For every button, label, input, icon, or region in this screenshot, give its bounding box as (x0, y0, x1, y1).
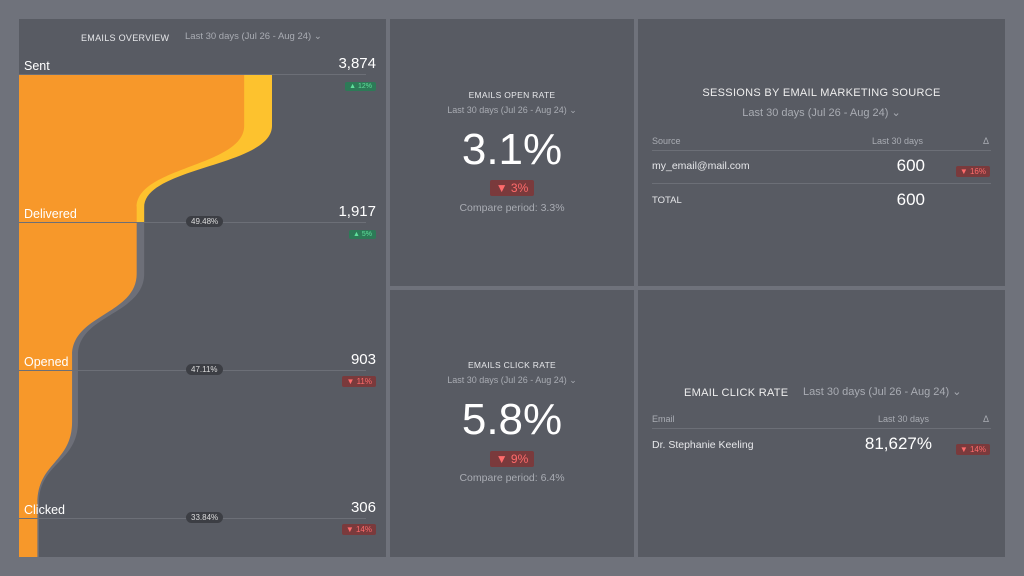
column-header-delta: Δ (983, 414, 990, 424)
compare-text: Compare period: 3.3% (459, 202, 565, 214)
metric-value: 3.1% (461, 125, 563, 174)
total-label: TOTAL (652, 195, 682, 206)
stage-delta: ▲ 5% (349, 223, 376, 241)
sessions-panel: SESSIONS BY EMAIL MARKETING SOURCE Last … (638, 19, 1005, 286)
chevron-down-icon: ⌄ (313, 31, 322, 42)
open-rate-panel: EMAILS OPEN RATE Last 30 days (Jul 26 - … (390, 19, 634, 286)
delta-badge: ▼ 9% (489, 451, 535, 467)
source-cell: my_email@mail.com (652, 160, 750, 172)
column-header-source: Source (652, 136, 681, 146)
panel-title: EMAIL CLICK RATE (684, 387, 789, 399)
value-cell: 600 (896, 156, 925, 175)
conversion-rate-pill: 33.84% (186, 512, 224, 523)
delta-wrap: ▼ 3% (390, 179, 634, 197)
conversion-rate-pill: 47.11% (186, 364, 223, 375)
total-value: 600 (896, 190, 925, 209)
conversion-rate-pill: 49.48% (186, 216, 224, 227)
panel-title: SESSIONS BY EMAIL MARKETING SOURCE (702, 87, 941, 99)
stage-label: Delivered (24, 207, 77, 221)
period-dropdown[interactable]: Last 30 days (Jul 26 - Aug 24) ⌄ (447, 375, 577, 385)
funnel-band-primary (19, 222, 137, 370)
column-header-email: Email (652, 414, 675, 424)
value-cell: 81,627% (864, 434, 932, 453)
delta-wrap: ▼ 9% (390, 450, 634, 468)
period-dropdown[interactable]: Last 30 days (Jul 26 - Aug 24) ⌄ (803, 386, 962, 398)
funnel-band-primary (19, 74, 245, 222)
stage-value: 903 (350, 351, 376, 368)
click-rate-panel: EMAILS CLICK RATE Last 30 days (Jul 26 -… (390, 290, 634, 557)
period-label: Last 30 days (Jul 26 - Aug 24) (185, 31, 312, 42)
stage-line (19, 74, 366, 75)
email-cell: Dr. Stephanie Keeling (652, 439, 754, 451)
stage-label: Clicked (24, 503, 65, 517)
period-label: Last 30 days (Jul 26 - Aug 24) (447, 105, 567, 115)
panel-title: EMAILS OPEN RATE (468, 90, 556, 100)
period-label: Last 30 days (Jul 26 - Aug 24) (447, 375, 567, 385)
stage-delta: ▲ 12% (345, 75, 376, 93)
column-header-period: Last 30 days (878, 414, 930, 424)
period-dropdown[interactable]: Last 30 days (Jul 26 - Aug 24) ⌄ (742, 107, 901, 119)
delta-badge: ▼ 11% (342, 376, 376, 387)
email-click-rate-panel: EMAIL CLICK RATE Last 30 days (Jul 26 - … (638, 290, 1005, 557)
metric-value: 5.8% (461, 395, 563, 444)
emails-overview-panel: EMAILS OVERVIEW Last 30 days (Jul 26 - A… (19, 19, 386, 557)
divider (652, 150, 991, 151)
compare-text: Compare period: 6.4% (459, 472, 565, 484)
panel-title: EMAILS CLICK RATE (467, 360, 557, 370)
period-label: Last 30 days (Jul 26 - Aug 24) (742, 107, 889, 119)
period-dropdown[interactable]: Last 30 days (Jul 26 - Aug 24) ⌄ (447, 105, 577, 115)
stage-delta: ▼ 14% (341, 519, 376, 537)
delta-badge: ▼ 14% (341, 524, 376, 535)
delta-badge: ▼ 3% (489, 180, 535, 196)
divider (652, 183, 991, 184)
delta-badge: ▲ 5% (349, 230, 376, 239)
column-header-delta: Δ (983, 136, 990, 146)
funnel-chart (19, 74, 272, 557)
stage-value: 1,917 (338, 203, 376, 220)
divider (652, 428, 991, 429)
stage-label: Sent (24, 59, 50, 73)
delta-badge: ▼ 14% (955, 444, 990, 455)
delta-cell: ▼ 16% (955, 161, 990, 179)
column-header-period: Last 30 days (872, 136, 924, 146)
stage-value: 306 (350, 499, 376, 516)
delta-badge: ▼ 16% (955, 166, 990, 177)
period-label: Last 30 days (Jul 26 - Aug 24) (803, 386, 950, 398)
stage-delta: ▼ 11% (342, 371, 376, 389)
panel-title: EMAILS OVERVIEW (81, 33, 170, 43)
funnel-band-primary (19, 370, 73, 518)
delta-badge: ▲ 12% (345, 82, 376, 91)
period-dropdown[interactable]: Last 30 days (Jul 26 - Aug 24) ⌄ (185, 31, 322, 42)
stage-value: 3,874 (338, 55, 376, 72)
stage-label: Opened (24, 355, 69, 369)
funnel-band-primary (19, 518, 38, 557)
delta-cell: ▼ 14% (955, 439, 990, 457)
